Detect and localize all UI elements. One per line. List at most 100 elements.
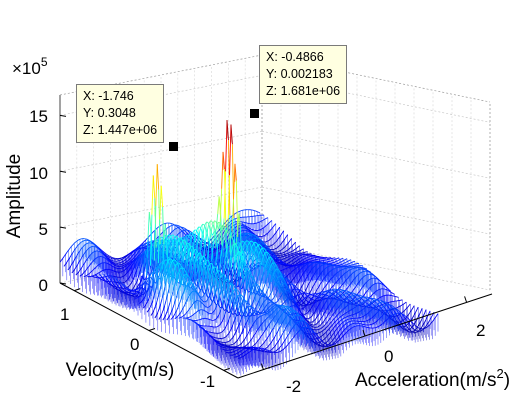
surface-segment: [124, 285, 127, 288]
surface-segment: [99, 251, 102, 254]
surface-segment: [290, 254, 292, 257]
surface-segment: [138, 285, 141, 289]
surface-segment: [119, 283, 122, 287]
surface-segment: [288, 258, 291, 260]
surface-segment: [173, 228, 176, 231]
surface-segment: [135, 249, 138, 252]
surface-segment: [111, 269, 114, 272]
surface-segment: [137, 254, 140, 257]
surface-segment: [132, 253, 135, 256]
surface-segment: [245, 227, 248, 230]
surface-segment: [155, 164, 158, 206]
surface-segment: [292, 258, 295, 261]
surface-segment: [113, 279, 117, 283]
surface-segment: [130, 258, 133, 261]
surface-segment: [189, 249, 192, 254]
surface-segment: [95, 274, 98, 277]
surface-mesh: [59, 120, 439, 376]
surface-segment: [139, 275, 142, 284]
surface-segment: [295, 256, 298, 259]
surface-segment: [188, 230, 191, 232]
surface-segment: [134, 282, 137, 286]
surface-segment: [334, 261, 337, 263]
surface-segment: [110, 283, 113, 286]
surface-segment: [242, 225, 245, 227]
surface-segment: [336, 257, 338, 260]
surface-segment: [152, 240, 155, 243]
surface-segment: [102, 253, 105, 256]
surface-segment: [244, 233, 247, 236]
surface-segment: [139, 243, 142, 246]
surface-segment: [113, 266, 116, 269]
surface-segment: [281, 240, 284, 243]
surface-segment: [88, 246, 91, 249]
surface-segment: [301, 256, 304, 258]
surface-segment: [263, 243, 266, 245]
surface-segment: [101, 251, 104, 254]
surface-segment: [110, 260, 113, 263]
surface-segment: [76, 253, 79, 257]
surface-segment: [235, 225, 238, 228]
surface-segment: [109, 261, 112, 264]
surface-segment: [178, 225, 180, 227]
surface-segment: [254, 234, 256, 237]
surface-segment: [150, 276, 153, 282]
surface-segment: [121, 270, 124, 273]
surface-segment: [102, 251, 105, 253]
surface-segment: [278, 244, 281, 247]
surface-segment: [275, 257, 278, 259]
surface-segment: [286, 267, 289, 269]
surface-segment: [135, 261, 138, 265]
surface-segment: [284, 257, 287, 259]
surface-segment: [337, 259, 339, 262]
surface-segment: [153, 306, 156, 311]
surface-segment: [155, 247, 159, 272]
surface-segment: [117, 281, 121, 285]
surface-segment: [137, 296, 140, 298]
surface-segment: [176, 235, 179, 239]
surface-segment: [274, 240, 277, 243]
surface-segment: [137, 246, 140, 249]
surface-segment: [112, 263, 115, 266]
surface-segment: [274, 254, 277, 257]
surface-segment: [105, 277, 109, 281]
surface-segment: [93, 258, 96, 261]
surface-segment: [261, 219, 264, 221]
surface-segment: [97, 263, 100, 266]
surface-segment: [106, 262, 109, 265]
surface-segment: [122, 287, 125, 290]
surface-segment: [127, 253, 130, 256]
surface-segment: [111, 261, 114, 263]
surface-segment: [134, 259, 137, 263]
surface-segment: [85, 268, 88, 272]
surface-segment: [155, 266, 158, 269]
surface-segment: [160, 232, 163, 235]
surface-segment: [92, 251, 95, 253]
surface-segment: [121, 263, 124, 265]
surface-segment: [271, 251, 274, 254]
surface-segment: [107, 273, 110, 277]
surface-segment: [78, 269, 81, 273]
surface-segment: [113, 264, 116, 267]
surface-segment: [308, 262, 311, 264]
surface-segment: [142, 282, 145, 286]
surface-segment: [136, 291, 139, 294]
surface-segment: [102, 277, 105, 280]
surface-segment: [252, 238, 255, 240]
surface-segment: [141, 243, 144, 246]
surface-segment: [284, 262, 287, 265]
surface-segment: [108, 276, 111, 280]
surface-segment: [247, 230, 250, 233]
surface-segment: [285, 260, 288, 262]
surface-segment: [173, 236, 176, 240]
surface-segment: [171, 223, 174, 225]
surface-segment: [139, 258, 142, 263]
surface-segment: [85, 249, 88, 252]
surface-segment: [122, 275, 125, 277]
surface-segment: [173, 236, 177, 241]
surface-segment: [98, 271, 101, 273]
surface-segment: [286, 248, 289, 251]
surface-segment: [80, 240, 83, 243]
surface-segment: [312, 262, 315, 264]
